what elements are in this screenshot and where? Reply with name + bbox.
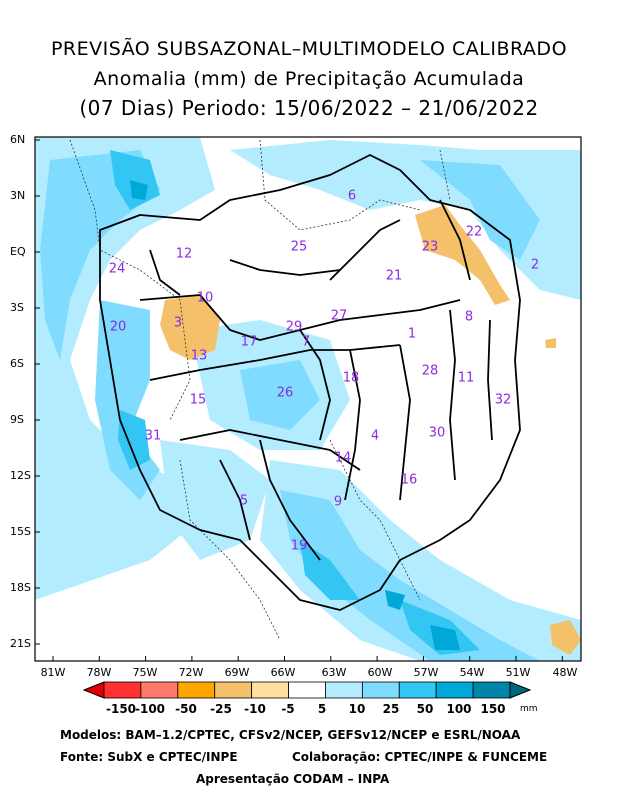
lon-label: 69W: [224, 666, 250, 679]
basin-label: 18: [342, 370, 360, 386]
basin-label: 16: [400, 472, 418, 488]
colorbar-cell: [398, 681, 437, 699]
colorbar-tick: -100: [134, 702, 166, 716]
credits-models: Modelos: BAM–1.2/CPTEC, CFSv2/NCEP, GEFS…: [60, 728, 521, 742]
basin-label: 11: [457, 370, 475, 386]
colorbar-tick: 50: [416, 702, 434, 716]
color-bar: [82, 681, 532, 699]
title-line-2: Anomalia (mm) de Precipitação Acumulada: [93, 68, 525, 90]
precipitation-anomaly-map: [34, 136, 582, 662]
basin-label: 22: [465, 224, 483, 240]
basin-label: 32: [494, 392, 512, 408]
lat-label: EQ: [10, 245, 26, 258]
colorbar-cell: [214, 681, 253, 699]
basin-label: 21: [385, 268, 403, 284]
lat-label: 6S: [10, 357, 24, 370]
basin-label: 27: [330, 308, 348, 324]
lon-label: 66W: [270, 666, 296, 679]
basin-label: 15: [189, 392, 207, 408]
colorbar-tick: 5: [317, 702, 327, 716]
lon-label: 54W: [459, 666, 485, 679]
basin-label: 13: [190, 348, 208, 364]
basin-label: 8: [464, 309, 474, 325]
basin-label: 5: [239, 493, 249, 509]
basin-label: 4: [370, 428, 380, 444]
colorbar-tick: -5: [281, 702, 295, 716]
basin-label: 28: [421, 363, 439, 379]
colorbar-tick: 150: [480, 702, 506, 716]
lat-label: 15S: [10, 525, 31, 538]
basin-label: 24: [108, 261, 126, 277]
credits-presentation: Apresentação CODAM – INPA: [196, 772, 390, 786]
colorbar-cell: [288, 681, 326, 699]
colorbar-cell: [435, 681, 474, 699]
colorbar-tick: -25: [210, 702, 232, 716]
basin-label: 3: [173, 315, 183, 331]
basin-label: 31: [144, 428, 162, 444]
basin-label: 30: [428, 425, 446, 441]
colorbar-cell: [140, 681, 179, 699]
lon-label: 63W: [321, 666, 347, 679]
title-line-3: (07 Dias) Periodo: 15/06/2022 – 21/06/20…: [79, 96, 539, 120]
colorbar-cell: [251, 681, 289, 699]
basin-label: 19: [290, 538, 308, 554]
basin-label: 20: [109, 319, 127, 335]
colorbar-cell: [472, 681, 511, 699]
credits-source: Fonte: SubX e CPTEC/INPE: [60, 750, 238, 764]
colorbar-unit: mm: [520, 704, 538, 714]
lat-label: 3S: [10, 301, 24, 314]
lon-label: 57W: [413, 666, 439, 679]
lat-label: 18S: [10, 581, 31, 594]
basin-outlines: [99, 154, 521, 611]
lon-label: 48W: [552, 666, 578, 679]
lat-label: 3N: [10, 189, 26, 202]
basin-label: 26: [276, 385, 294, 401]
colorbar-cell: [325, 681, 363, 699]
lat-label: 12S: [10, 469, 31, 482]
basin-label: 29: [285, 319, 303, 335]
basin-label: 9: [333, 494, 343, 510]
lon-label: 81W: [40, 666, 66, 679]
map-frame: [34, 136, 582, 662]
lat-label: 21S: [10, 637, 31, 650]
colorbar-tick: 100: [446, 702, 472, 716]
basin-label: 1: [407, 326, 417, 342]
credits-collaboration: Colaboração: CPTEC/INPE & FUNCEME: [292, 750, 548, 764]
lat-label: 6N: [10, 133, 26, 146]
colorbar-tick: -150: [105, 702, 137, 716]
colorbar-cell: [361, 681, 400, 699]
basin-label: 25: [290, 239, 308, 255]
basin-label: 2: [530, 257, 540, 273]
colorbar-cell: [509, 681, 532, 699]
basin-label: 10: [196, 290, 214, 306]
lon-label: 75W: [132, 666, 158, 679]
lon-label: 78W: [86, 666, 112, 679]
lat-label: 9S: [10, 413, 24, 426]
colorbar-cell: [177, 681, 216, 699]
lon-label: 72W: [178, 666, 204, 679]
basin-label: 23: [421, 239, 439, 255]
lon-label: 60W: [367, 666, 393, 679]
basin-label: 17: [240, 334, 258, 350]
colorbar-tick: -50: [175, 702, 197, 716]
lon-label: 51W: [505, 666, 531, 679]
colorbar-tick: 25: [382, 702, 400, 716]
basin-label: 6: [347, 188, 357, 204]
colorbar-cell: [82, 681, 105, 699]
colorbar-tick: -10: [244, 702, 266, 716]
basin-label: 14: [334, 450, 352, 466]
colorbar-tick: 10: [348, 702, 366, 716]
country-borders: [69, 139, 451, 641]
basin-label: 12: [175, 246, 193, 262]
basin-label: 7: [301, 334, 311, 350]
colorbar-cell: [103, 681, 142, 699]
title-line-1: PREVISÃO SUBSAZONAL–MULTIMODELO CALIBRAD…: [50, 38, 568, 60]
